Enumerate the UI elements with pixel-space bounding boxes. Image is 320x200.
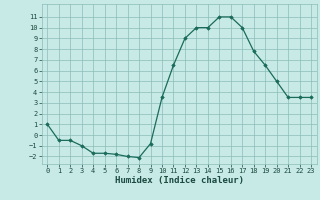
X-axis label: Humidex (Indice chaleur): Humidex (Indice chaleur) [115, 176, 244, 185]
